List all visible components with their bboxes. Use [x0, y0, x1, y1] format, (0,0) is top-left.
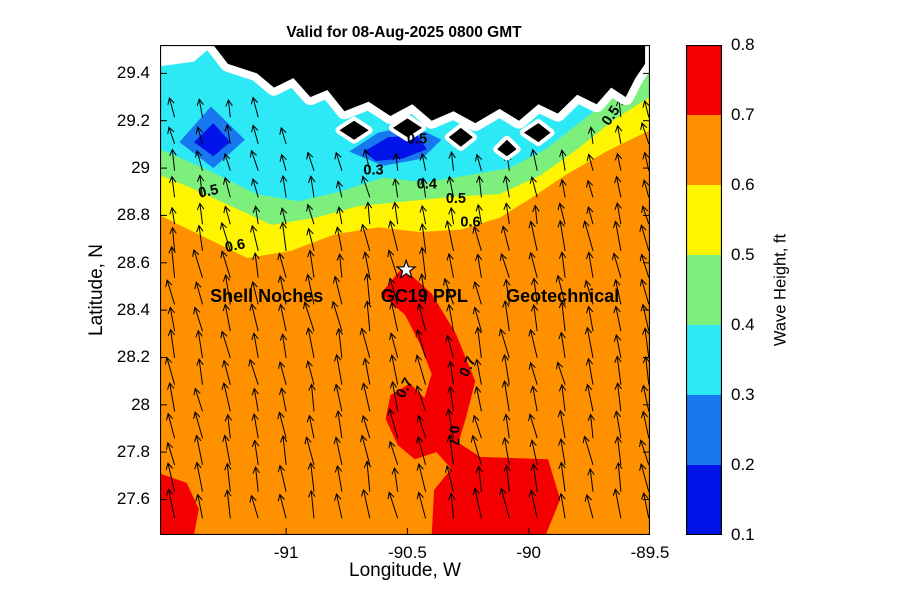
land-mass	[213, 45, 646, 124]
colorbar-segment-0.5-0.6	[686, 185, 722, 255]
island	[392, 118, 422, 138]
y-tick-label: 28.2	[116, 347, 150, 367]
plot-frame	[160, 45, 650, 535]
contour-label: 0.5	[407, 132, 427, 148]
x-tick-label: -90.5	[388, 543, 427, 562]
colorbar-segment-0.3-0.4	[686, 325, 722, 395]
island	[523, 123, 551, 143]
colorbar	[686, 45, 722, 535]
y-tick-label: 28.4	[116, 300, 150, 320]
patch-0.1-0.2-darkblue-west	[194, 123, 231, 157]
contour-label: 0.5	[446, 191, 466, 207]
y-tick-label: 29.4	[116, 63, 150, 83]
colorbar-tick-label: 0.6	[731, 175, 755, 194]
y-tick-label: 27.8	[116, 442, 150, 462]
y-tick-label: 28.6	[116, 252, 150, 272]
island	[448, 127, 473, 147]
wave-direction-arrows	[164, 96, 650, 519]
y-tick-label: 29.2	[116, 110, 150, 130]
colorbar-tick-label: 0.3	[731, 385, 755, 404]
chart-title: Valid for 08-Aug-2025 0800 GMT	[286, 24, 522, 41]
contour-label: 0.3	[363, 163, 383, 179]
contour-label: 0.7	[457, 354, 480, 379]
contour-label: 0.6	[224, 236, 247, 256]
contour-label: 0.6	[460, 215, 480, 231]
colorbar-tick-label: 0.7	[731, 105, 755, 124]
site-annotation: Shell Noches	[210, 286, 323, 306]
colorbar-segment-0.6-0.7	[686, 115, 722, 185]
shore-white-patch	[160, 45, 214, 67]
x-tick-label: -91	[273, 543, 299, 562]
site-star-marker	[395, 258, 417, 280]
y-axis-label: Latitude, N	[86, 244, 107, 336]
island	[497, 139, 517, 157]
colorbar-segment-0.4-0.5	[686, 255, 722, 325]
x-axis-label: Longitude, W	[349, 560, 461, 581]
colorbar-tick-label: 0.4	[731, 315, 755, 334]
region-0.7-0.8-red-southwest	[160, 473, 199, 535]
colorbar-segment-0.1-0.2	[686, 465, 722, 535]
colorbar-frame	[686, 45, 722, 535]
island	[339, 120, 369, 140]
colorbar-label: Wave Height, ft	[771, 233, 790, 347]
colorbar-tick-label: 0.1	[731, 525, 755, 544]
colorbar-segment-0.2-0.3	[686, 395, 722, 465]
y-tick-label: 28.8	[116, 205, 150, 225]
contour-label: 0.7	[446, 426, 462, 446]
contour-label: 0.4	[417, 177, 437, 193]
site-annotation: Geotechnical	[506, 286, 619, 306]
region-0.7-0.8-red-main	[380, 267, 561, 535]
colorbar-tick-label: 0.8	[731, 35, 755, 54]
colorbar-tick-label: 0.5	[731, 245, 755, 264]
contour-label: 0.5	[197, 182, 220, 202]
colorbar-tick-label: 0.2	[731, 455, 755, 474]
y-tick-label: 29	[131, 158, 150, 178]
site-annotation: GC19 PPL	[381, 286, 468, 306]
x-tick-label: -89.5	[630, 543, 670, 562]
patch-0.1-0.2-darkblue-mid	[363, 135, 427, 161]
x-tick-label: -90	[516, 543, 541, 562]
colorbar-segment-0.7-0.8	[686, 45, 722, 115]
y-tick-label: 28	[131, 394, 150, 414]
y-tick-label: 27.6	[116, 489, 150, 509]
